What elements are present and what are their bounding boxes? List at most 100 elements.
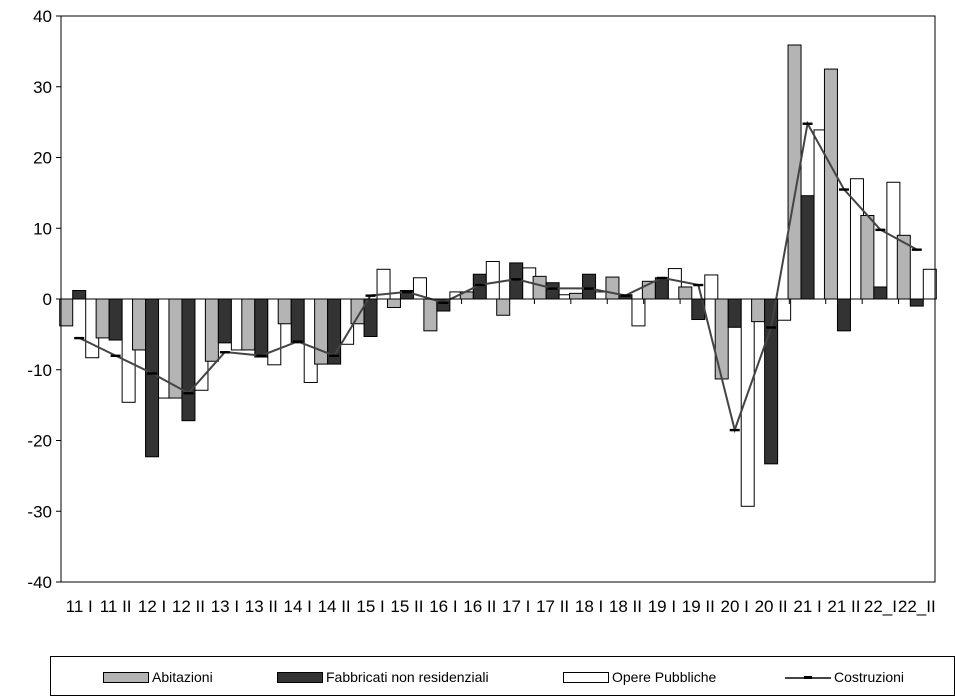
legend-swatch-abitazioni	[103, 671, 149, 683]
line-marker	[729, 428, 740, 432]
bar-abitazioni	[204, 298, 219, 362]
bar-abitazioni	[496, 298, 511, 316]
x-tick-label: 20 I	[721, 597, 749, 616]
legend: Abitazioni Fabbricati non residenziali O…	[50, 656, 955, 696]
x-tick-label: 13 I	[211, 597, 239, 616]
line-marker	[766, 326, 777, 329]
y-tick-label: 20	[33, 149, 52, 168]
line-marker	[183, 392, 194, 395]
y-tick-label: -20	[27, 432, 52, 451]
legend-item-opere: Opere Pubbliche	[563, 669, 716, 685]
legend-label-costruzioni: Costruzioni	[834, 669, 905, 685]
x-tick-label: 22_I	[864, 597, 897, 616]
costruzioni-line	[74, 120, 922, 434]
y-tick-label: 30	[33, 78, 52, 97]
bar-fabbricati-non-residenziali	[72, 290, 87, 300]
x-tick-label: 15 II	[390, 597, 423, 616]
line-marker	[584, 287, 595, 290]
line-marker	[511, 278, 522, 281]
bar-fabbricati-non-residenziali	[836, 298, 851, 332]
line-marker	[547, 287, 558, 290]
bar-fabbricati-non-residenziali	[800, 195, 815, 300]
y-tick-label: 40	[33, 7, 52, 26]
bar-opere-pubbliche	[777, 298, 792, 321]
legend-label-fabbricati: Fabbricati non residenziali	[326, 669, 489, 685]
x-tick-label: 17 II	[536, 597, 569, 616]
x-tick-label: 22_II	[898, 597, 936, 616]
bar-abitazioni	[277, 298, 292, 325]
bar-opere-pubbliche	[485, 261, 500, 300]
x-tick-label: 13 II	[245, 597, 278, 616]
bar-fabbricati-non-residenziali	[217, 298, 232, 344]
line-marker	[74, 336, 85, 340]
x-tick-label: 11 I	[66, 597, 93, 616]
bar-abitazioni	[386, 298, 401, 308]
bar-fabbricati-non-residenziali	[545, 282, 560, 300]
bar-abitazioni	[95, 298, 110, 339]
bar-fabbricati-non-residenziali	[108, 298, 123, 341]
bar-fabbricati-non-residenziali	[145, 298, 160, 458]
bar-fabbricati-non-residenziali	[254, 298, 269, 358]
legend-item-fabbricati: Fabbricati non residenziali	[277, 669, 489, 685]
line-marker	[474, 283, 485, 287]
x-tick-label: 14 I	[284, 597, 312, 616]
bar-abitazioni	[678, 286, 693, 300]
bar-abitazioni	[59, 298, 74, 327]
line-marker	[365, 294, 376, 297]
x-tick-label: 19 II	[682, 597, 715, 616]
x-axis-labels: 11 I 11 II 12 I 12 II 13 I 13 II 14 I 14 II 15 I…	[66, 597, 936, 616]
line-marker	[110, 354, 121, 357]
bar-abitazioni	[350, 298, 365, 325]
line-marker	[802, 122, 813, 125]
bar-opere-pubbliche	[740, 298, 755, 507]
x-tick-label: 19 I	[648, 597, 676, 616]
line-marker	[292, 340, 303, 343]
bar-abitazioni	[314, 298, 329, 365]
x-tick-label: 18 II	[609, 597, 642, 616]
y-tick-label: 10	[33, 219, 52, 238]
bar-abitazioni	[714, 298, 729, 380]
bar-fabbricati-non-residenziali	[873, 286, 888, 300]
x-tick-label: 21 I	[793, 597, 821, 616]
bar-opere-pubbliche	[922, 268, 937, 300]
chart: -40 -30 -20 -10 0 10 20 30 40 11 I 11 II 12 I 12 II…	[27, 7, 937, 616]
bars	[59, 44, 937, 507]
x-tick-label: 11 II	[100, 597, 132, 616]
line-marker	[401, 290, 412, 294]
bar-fabbricati-non-residenziali	[727, 298, 742, 328]
x-tick-label: 12 II	[172, 597, 205, 616]
x-tick-label: 17 I	[502, 597, 530, 616]
bar-abitazioni	[823, 68, 838, 300]
bar-abitazioni	[423, 298, 438, 332]
x-tick-label: 12 I	[138, 597, 166, 616]
x-tick-label: 16 II	[463, 597, 496, 616]
x-tick-label: 18 I	[575, 597, 603, 616]
bar-abitazioni	[241, 298, 256, 351]
legend-swatch-opere	[563, 671, 609, 683]
line-marker	[438, 301, 449, 304]
bar-abitazioni	[132, 298, 147, 351]
line-costruzioni	[78, 120, 918, 434]
x-tick-label: 15 I	[356, 597, 384, 616]
bar-fabbricati-non-residenziali	[181, 298, 196, 422]
y-axis-ticks: -40 -30 -20 -10 0 10 20 30 40	[27, 7, 61, 592]
x-tick-label: 20 II	[755, 597, 788, 616]
bar-fabbricati-non-residenziali	[582, 273, 597, 300]
y-tick-label: 0	[43, 290, 52, 309]
bar-opere-pubbliche	[631, 298, 646, 327]
bar-opere-pubbliche	[704, 274, 719, 300]
legend-swatch-fabbricati	[277, 671, 323, 683]
legend-item-costruzioni: Costruzioni	[785, 669, 904, 685]
y-tick-label: -30	[27, 502, 52, 521]
x-tick-label: 16 I	[429, 597, 457, 616]
line-marker	[329, 354, 340, 357]
legend-label-opere: Opere Pubbliche	[612, 669, 717, 685]
line-marker	[219, 351, 230, 354]
line-marker	[620, 294, 631, 297]
line-marker	[911, 248, 922, 251]
line-marker	[838, 188, 849, 191]
line-marker	[147, 372, 158, 375]
line-marker	[693, 283, 704, 287]
y-tick-label: -40	[27, 573, 52, 592]
x-tick-label: 21 II	[827, 597, 860, 616]
